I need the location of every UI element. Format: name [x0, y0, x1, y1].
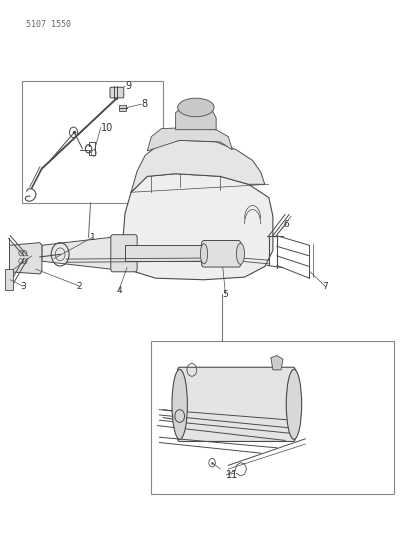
Polygon shape — [42, 237, 131, 269]
Text: 11: 11 — [226, 470, 239, 480]
Polygon shape — [175, 107, 216, 130]
Ellipse shape — [236, 243, 244, 264]
Ellipse shape — [286, 369, 302, 439]
Ellipse shape — [172, 369, 187, 439]
Text: 3: 3 — [20, 281, 26, 290]
Polygon shape — [271, 356, 283, 370]
Text: 5107 1550: 5107 1550 — [26, 20, 71, 29]
Polygon shape — [147, 127, 233, 151]
Text: 7: 7 — [323, 282, 328, 291]
FancyBboxPatch shape — [111, 235, 137, 272]
Bar — [119, 105, 126, 111]
Bar — [125, 245, 212, 261]
Text: 9: 9 — [125, 81, 131, 91]
Text: 1: 1 — [90, 233, 95, 242]
Polygon shape — [131, 140, 265, 192]
Bar — [4, 269, 13, 290]
FancyBboxPatch shape — [202, 240, 241, 267]
Text: 10: 10 — [101, 123, 113, 133]
FancyBboxPatch shape — [177, 367, 295, 441]
FancyBboxPatch shape — [110, 87, 124, 98]
Bar — [22, 81, 164, 203]
Ellipse shape — [177, 98, 214, 117]
Text: 8: 8 — [141, 99, 147, 109]
Text: 2: 2 — [77, 281, 82, 290]
Text: 5: 5 — [223, 289, 228, 298]
Ellipse shape — [200, 244, 208, 264]
Polygon shape — [121, 174, 273, 280]
Text: 4: 4 — [116, 286, 122, 295]
Text: 6: 6 — [284, 220, 289, 229]
Polygon shape — [9, 243, 42, 274]
Bar — [151, 341, 395, 495]
